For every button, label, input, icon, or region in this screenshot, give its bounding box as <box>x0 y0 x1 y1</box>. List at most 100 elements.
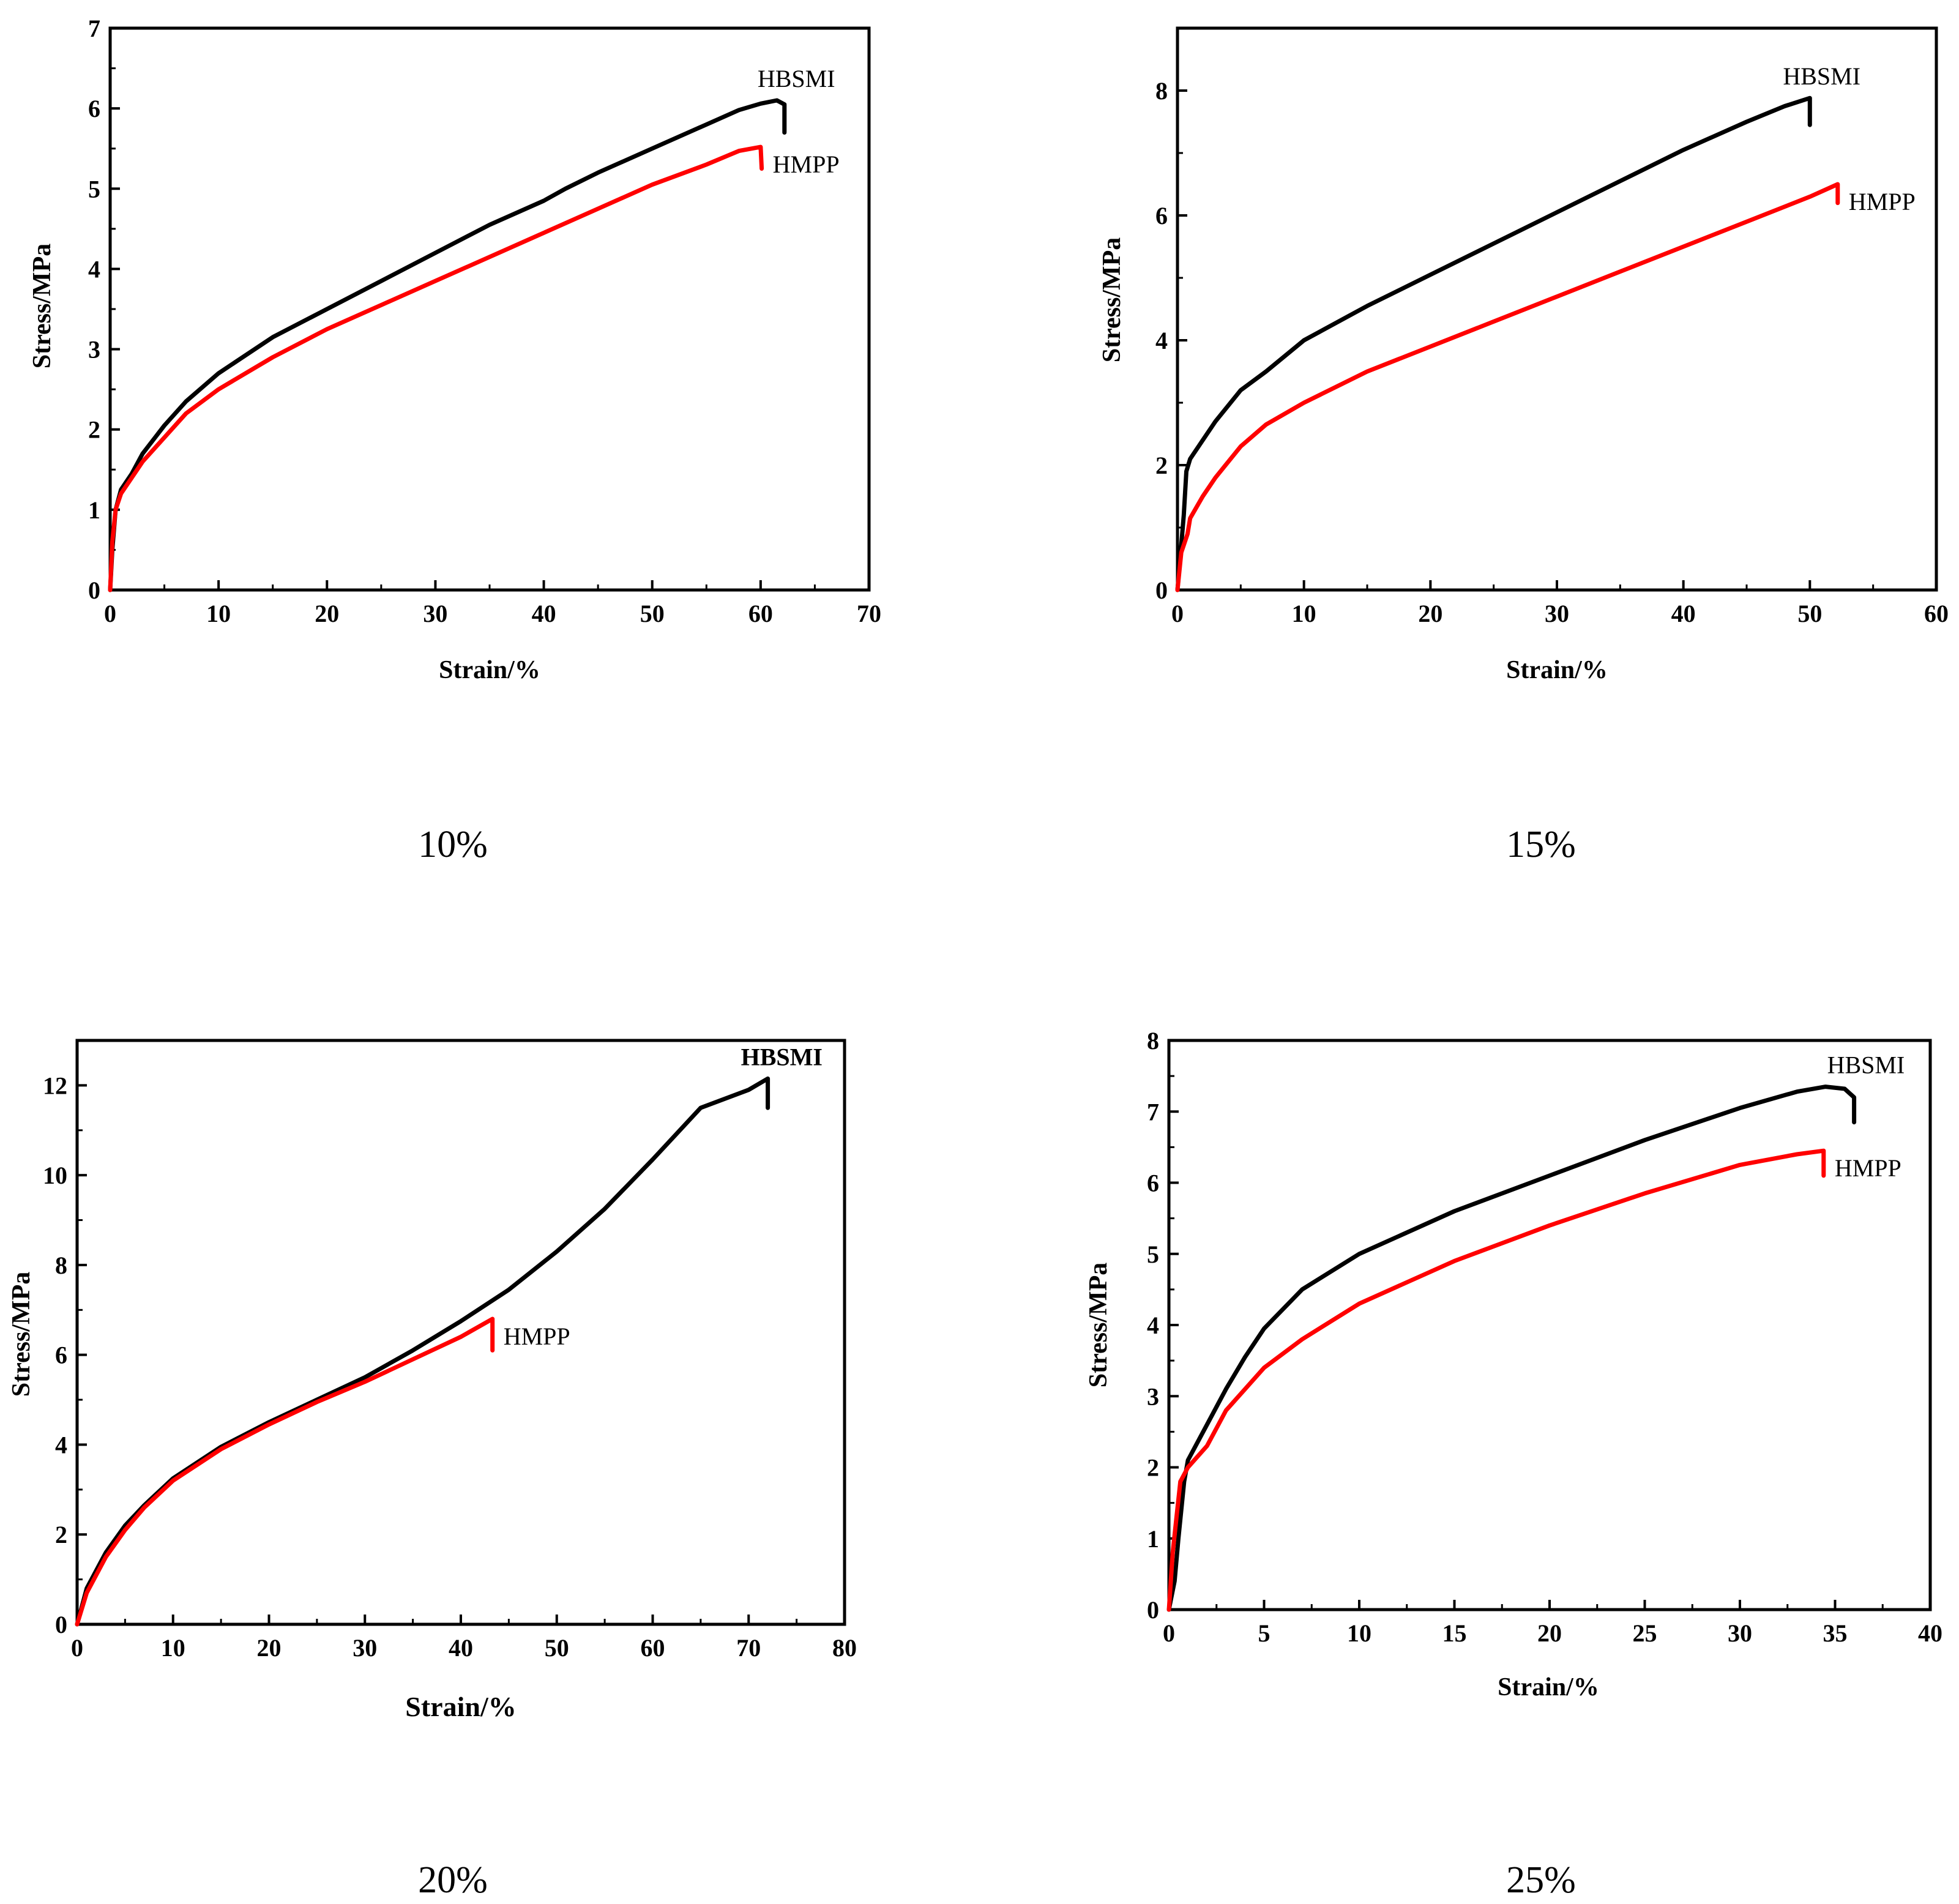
series-layer: HBSMI HMPP <box>75 1043 823 1627</box>
x-tick-label: 70 <box>857 600 881 627</box>
y-axis-ticks: 0 1 2 3 4 5 6 7 8 <box>1147 1027 1179 1624</box>
plot-frame <box>1167 1039 1932 1611</box>
y-tick-label: 6 <box>88 95 100 122</box>
y-tick-label: 0 <box>1147 1596 1159 1624</box>
x-tick-label: 25 <box>1633 1619 1657 1647</box>
x-tick-label: 50 <box>545 1634 569 1662</box>
x-tick-label: 20 <box>257 1634 282 1662</box>
y-tick-label: 4 <box>1155 327 1168 354</box>
x-tick-label: 40 <box>1671 600 1696 627</box>
series-label-hbsmi: HBSMI <box>741 1043 823 1070</box>
x-axis-ticks: 0 5 10 15 20 25 30 35 40 <box>1163 1600 1942 1647</box>
y-tick-label: 10 <box>43 1162 67 1189</box>
series-line-hmpp <box>1166 1148 1826 1612</box>
panel-caption: 20% <box>418 1859 488 1901</box>
x-axis-ticks: 0 10 20 30 40 50 60 70 <box>104 580 881 627</box>
x-tick-label: 0 <box>104 600 116 627</box>
y-axis-ticks: 0 1 2 3 4 5 6 7 <box>88 15 120 604</box>
series-line-hmpp <box>108 144 764 592</box>
y-tick-label: 8 <box>55 1252 67 1279</box>
y-tick-label: 2 <box>1147 1454 1159 1482</box>
series-label-hbsmi: HBSMI <box>758 65 835 92</box>
y-tick-label: 4 <box>88 255 100 283</box>
chart-panel-10pct: 0 10 20 30 40 50 60 70 0 1 2 3 4 5 6 7 HBSMI HMPP Strai… <box>28 15 881 865</box>
y-tick-label: 0 <box>1155 577 1168 604</box>
x-tick-label: 40 <box>449 1634 473 1662</box>
series-line-hbsmi <box>108 98 787 592</box>
y-tick-label: 6 <box>55 1342 67 1369</box>
y-tick-label: 8 <box>1155 77 1168 105</box>
y-tick-label: 2 <box>55 1521 67 1548</box>
series-line-hbsmi <box>1175 95 1812 592</box>
x-tick-label: 0 <box>1163 1619 1175 1647</box>
series-label-hbsmi: HBSMI <box>1783 62 1860 90</box>
series-label-hbsmi: HBSMI <box>1827 1051 1905 1079</box>
y-axis-title: Stress/MPa <box>28 244 56 369</box>
x-tick-label: 70 <box>736 1634 761 1662</box>
series-layer: HBSMI HMPP <box>108 65 840 592</box>
y-tick-label: 1 <box>88 496 100 524</box>
series-line-hmpp <box>1175 182 1840 592</box>
y-axis-title: Stress/MPa <box>1098 237 1126 363</box>
plot-frame <box>1176 26 1938 592</box>
x-tick-label: 40 <box>1918 1619 1942 1647</box>
y-tick-label: 6 <box>1155 202 1168 230</box>
y-axis-title: Stress/MPa <box>1084 1263 1113 1388</box>
x-tick-label: 30 <box>1545 600 1569 627</box>
x-axis-title: Strain/% <box>439 656 540 684</box>
plot-frame <box>108 26 871 592</box>
x-tick-label: 35 <box>1823 1619 1848 1647</box>
x-axis-title: Strain/% <box>1498 1673 1599 1701</box>
y-tick-label: 4 <box>1147 1312 1159 1339</box>
y-tick-label: 0 <box>55 1611 67 1638</box>
x-tick-label: 5 <box>1258 1619 1271 1647</box>
x-tick-label: 40 <box>532 600 556 627</box>
x-tick-label: 20 <box>1537 1619 1562 1647</box>
y-tick-label: 4 <box>55 1431 67 1458</box>
series-label-hmpp: HMPP <box>773 151 840 178</box>
y-tick-label: 7 <box>88 15 100 42</box>
y-axis-ticks: 0 2 4 6 8 <box>1155 77 1187 604</box>
x-tick-label: 0 <box>1171 600 1184 627</box>
x-tick-label: 10 <box>1292 600 1316 627</box>
x-tick-label: 0 <box>71 1634 83 1662</box>
y-axis-ticks: 0 2 4 6 8 10 12 <box>43 1072 87 1638</box>
x-tick-label: 50 <box>1797 600 1822 627</box>
series-label-hmpp: HMPP <box>504 1323 570 1350</box>
series-layer: HBSMI HMPP <box>1166 1051 1905 1612</box>
series-line-hbsmi <box>75 1076 771 1627</box>
series-line-hbsmi <box>1166 1085 1857 1612</box>
x-tick-label: 30 <box>1728 1619 1752 1647</box>
panel-caption: 15% <box>1506 824 1576 865</box>
y-tick-label: 12 <box>43 1072 67 1099</box>
x-axis-title: Strain/% <box>405 1691 516 1722</box>
x-tick-label: 30 <box>353 1634 377 1662</box>
y-tick-label: 0 <box>88 577 100 604</box>
chart-panel-25pct: 0 5 10 15 20 25 30 35 40 0 1 2 3 4 5 6 7 8 HBSMI HMPP Str… <box>1084 1027 1942 1901</box>
y-tick-label: 3 <box>88 336 100 364</box>
series-label-hmpp: HMPP <box>1849 188 1916 215</box>
y-tick-label: 5 <box>1147 1241 1159 1268</box>
series-label-hmpp: HMPP <box>1835 1154 1901 1182</box>
x-tick-label: 80 <box>832 1634 857 1662</box>
plot-frame <box>75 1039 846 1626</box>
y-tick-label: 8 <box>1147 1027 1159 1055</box>
x-tick-label: 60 <box>641 1634 665 1662</box>
x-tick-label: 20 <box>315 600 339 627</box>
x-tick-label: 10 <box>206 600 231 627</box>
y-tick-label: 7 <box>1147 1098 1159 1126</box>
x-axis-ticks: 0 10 20 30 40 50 60 <box>1171 580 1949 627</box>
x-tick-label: 10 <box>1347 1619 1371 1647</box>
y-tick-label: 3 <box>1147 1383 1159 1410</box>
x-tick-label: 30 <box>423 600 447 627</box>
y-axis-title: Stress/MPa <box>7 1272 35 1397</box>
y-tick-label: 5 <box>88 175 100 203</box>
y-tick-label: 2 <box>88 416 100 444</box>
x-tick-label: 50 <box>640 600 665 627</box>
panel-caption: 25% <box>1506 1859 1576 1901</box>
x-tick-label: 20 <box>1418 600 1442 627</box>
y-tick-label: 6 <box>1147 1170 1159 1197</box>
x-axis-title: Strain/% <box>1506 656 1608 684</box>
chart-panel-15pct: 0 10 20 30 40 50 60 0 2 4 6 8 HBSMI HMPP Strain/% S… <box>1098 26 1949 865</box>
